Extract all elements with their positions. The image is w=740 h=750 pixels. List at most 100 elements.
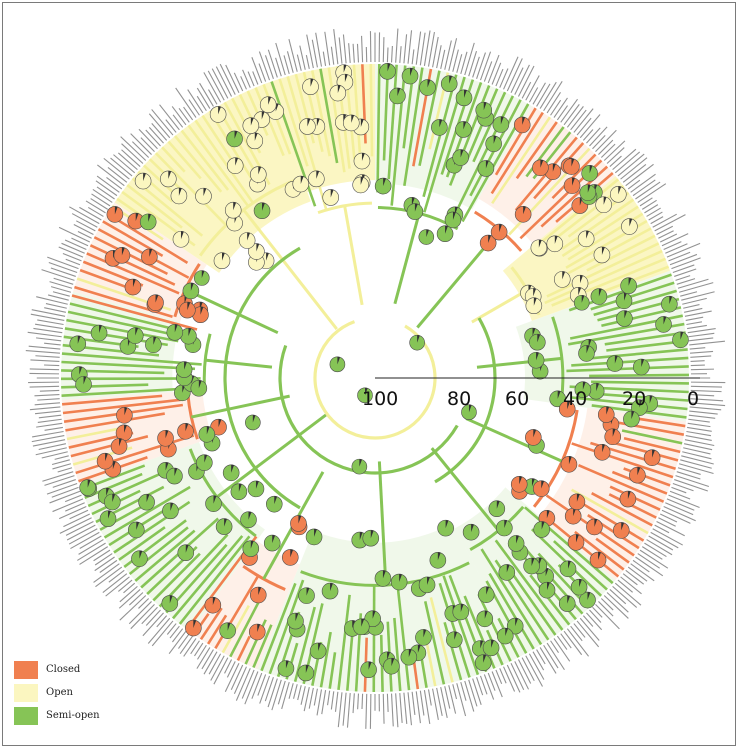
tip-label-mark: [210, 655, 225, 681]
node-pie: [476, 610, 494, 628]
terminal-branch: [494, 107, 537, 176]
tip-label-mark: [130, 133, 152, 155]
tip-label-mark: [69, 509, 89, 520]
tip-label-mark: [96, 186, 115, 200]
tip-label-mark: [687, 328, 716, 334]
node-pie: [145, 336, 162, 354]
node-pie: [563, 158, 580, 175]
terminal-branch: [463, 595, 496, 669]
terminal-branch: [208, 110, 259, 188]
node-pie: [69, 335, 87, 353]
axis-tick-label: 60: [505, 388, 529, 410]
tip-label-mark: [598, 139, 614, 155]
tip-label-mark: [550, 640, 559, 653]
tip-label-mark: [448, 685, 457, 714]
tip-label-mark: [128, 592, 144, 606]
node-pie: [477, 160, 495, 177]
node-pie: [193, 270, 210, 286]
tip-label-mark: [688, 414, 716, 419]
tip-label-mark: [543, 81, 563, 112]
tip-label-mark: [337, 692, 343, 728]
terminal-branch: [252, 624, 273, 669]
tip-label-mark: [622, 163, 647, 183]
node-pie: [573, 294, 590, 311]
tip-label-mark: [68, 528, 98, 545]
terminal-branch: [623, 436, 681, 454]
tip-label-mark: [658, 230, 674, 239]
tip-label-mark: [495, 669, 503, 685]
tip-label-mark: [685, 316, 704, 321]
node-pie: [175, 361, 193, 378]
node-pie: [99, 510, 117, 527]
terminal-branch: [529, 574, 571, 626]
tip-label-mark: [546, 92, 561, 114]
tip-label-mark: [73, 224, 94, 236]
tip-label-mark: [54, 455, 69, 460]
terminal-branch: [106, 212, 189, 264]
tip-label-mark: [612, 148, 637, 171]
tip-label-mark: [390, 46, 393, 63]
tip-label-mark: [32, 439, 66, 447]
tip-label-mark: [637, 183, 667, 203]
tip-label-mark: [145, 609, 161, 626]
terminal-branch: [180, 129, 230, 191]
node-pie: [292, 175, 310, 193]
tip-label-mark: [682, 297, 707, 305]
node-pie: [431, 119, 448, 136]
tip-label-mark: [190, 640, 200, 655]
terminal-branch: [533, 178, 620, 249]
tip-label-mark: [525, 75, 540, 101]
legend-label: Open: [46, 687, 73, 698]
terminal-branch: [158, 533, 229, 608]
legend: Closed Open Semi-open: [14, 658, 100, 727]
node-pie: [530, 239, 548, 257]
terminal-branch: [611, 441, 679, 462]
terminal-branch: [369, 64, 374, 157]
tip-label-mark: [29, 368, 60, 371]
tip-label-mark: [472, 678, 482, 705]
tip-label-mark: [440, 686, 448, 718]
node-pie: [579, 591, 596, 609]
node-pie: [510, 475, 528, 493]
node-pie: [616, 310, 633, 327]
node-pie: [246, 132, 264, 150]
node-pie: [406, 203, 424, 220]
node-pie: [488, 500, 506, 518]
tip-label-mark: [427, 689, 432, 706]
tip-label-mark: [296, 54, 302, 71]
node-pie: [461, 404, 477, 421]
node-pie: [452, 149, 469, 166]
node-pie: [589, 551, 607, 569]
internal-branch: [465, 417, 563, 463]
tip-label-mark: [342, 692, 347, 726]
node-pie: [106, 206, 124, 223]
node-pie: [579, 184, 597, 201]
tip-label-mark: [138, 128, 158, 150]
tip-label-mark: [230, 664, 244, 690]
tip-label-mark: [436, 687, 443, 717]
tip-label-mark: [491, 671, 503, 698]
node-pie: [190, 379, 208, 397]
tip-label-mark: [663, 506, 696, 522]
tip-label-mark: [686, 321, 703, 326]
tip-label-mark: [635, 181, 661, 200]
tip-label-mark: [203, 72, 222, 103]
tip-label-mark: [348, 43, 351, 64]
tip-label-mark: [595, 603, 620, 630]
terminal-branch: [79, 268, 134, 291]
tip-label-mark: [365, 693, 368, 729]
tip-label-mark: [560, 98, 578, 123]
tip-label-mark: [690, 389, 722, 393]
tip-label-mark: [517, 659, 532, 684]
node-pie: [496, 627, 514, 645]
node-pie: [245, 414, 261, 431]
terminal-branch: [352, 64, 362, 153]
tip-label-mark: [208, 89, 218, 105]
tip-label-mark: [194, 642, 204, 657]
tip-label-mark: [242, 69, 251, 88]
node-pie: [263, 534, 281, 552]
terminal-branch: [515, 121, 558, 180]
tip-label-mark: [423, 30, 431, 66]
tip-label-mark: [382, 693, 385, 724]
node-pie: [309, 642, 327, 660]
